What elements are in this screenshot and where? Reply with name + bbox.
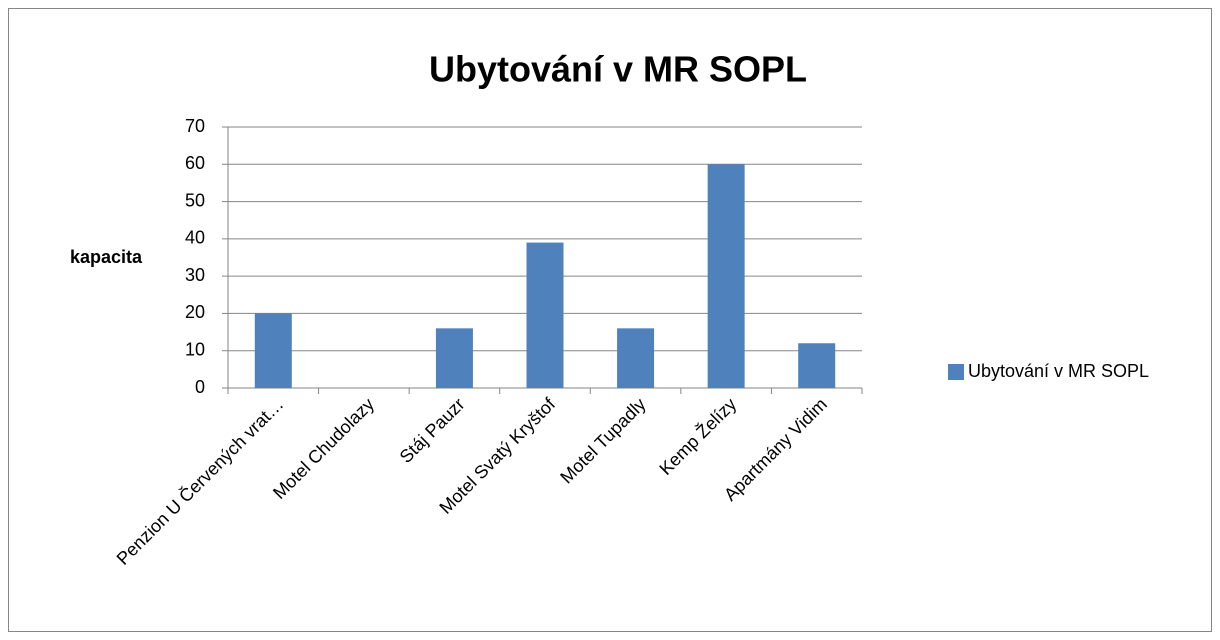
- y-tick-label: 20: [185, 302, 205, 322]
- bar: [617, 328, 655, 388]
- bar: [254, 313, 292, 388]
- chart-border: [8, 8, 1212, 632]
- y-tick-label: 10: [185, 339, 205, 359]
- y-tick-label: 70: [185, 116, 205, 136]
- bar: [707, 164, 745, 388]
- y-tick-label: 40: [185, 228, 205, 248]
- y-tick-label: 50: [185, 190, 205, 210]
- y-tick-label: 0: [195, 377, 205, 397]
- y-tick-label: 30: [185, 265, 205, 285]
- y-axis-label: kapacita: [70, 247, 143, 267]
- bar: [798, 343, 836, 388]
- legend-label: Ubytování v MR SOPL: [968, 361, 1149, 381]
- bar: [526, 242, 564, 388]
- chart-title: Ubytování v MR SOPL: [429, 49, 807, 90]
- y-tick-label: 60: [185, 153, 205, 173]
- legend-swatch: [948, 364, 964, 380]
- bar: [435, 328, 473, 388]
